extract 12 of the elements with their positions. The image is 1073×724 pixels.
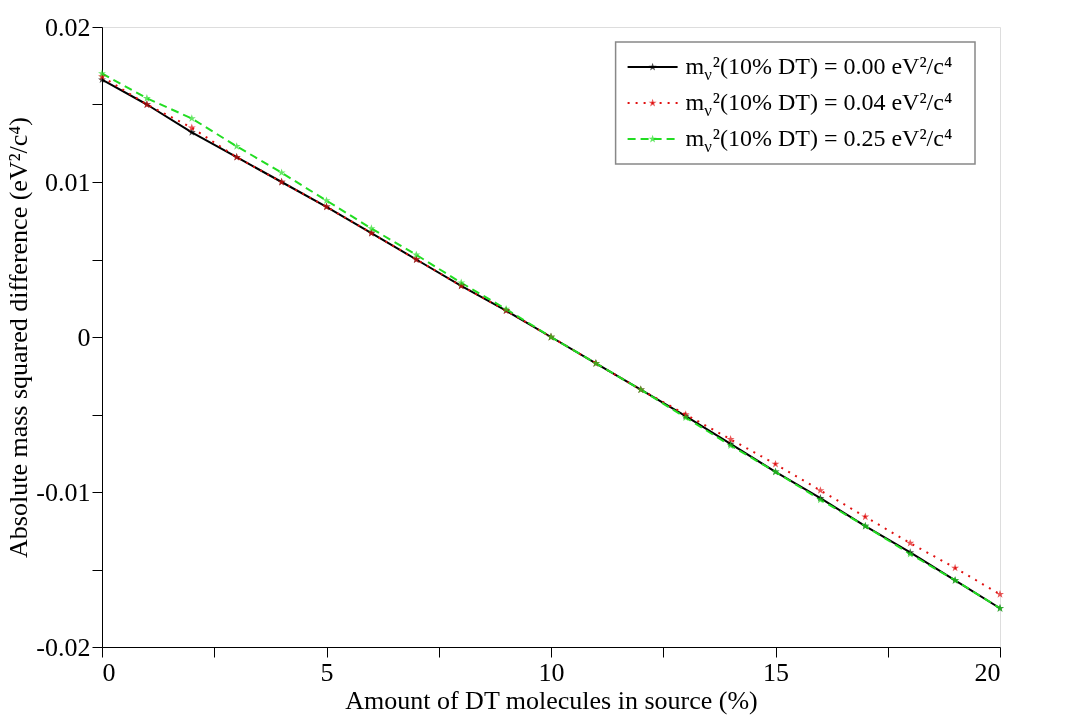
x-tick-label: 20 xyxy=(974,657,1001,687)
y-tick-label: 0 xyxy=(77,322,91,352)
x-tick-label: 5 xyxy=(320,657,334,687)
x-tick-label: 15 xyxy=(763,657,789,687)
x-tick-label: 0 xyxy=(102,657,116,687)
y-axis-title: Absolute mass squared difference (eV²/c⁴) xyxy=(4,117,34,558)
x-axis-title: Amount of DT molecules in source (%) xyxy=(345,685,758,715)
y-tick-label: 0.02 xyxy=(45,12,91,42)
y-tick-label: -0.02 xyxy=(36,632,91,662)
x-tick-label: 10 xyxy=(538,657,565,687)
y-tick-label: 0.01 xyxy=(45,167,91,197)
y-tick-label: -0.01 xyxy=(36,477,91,507)
